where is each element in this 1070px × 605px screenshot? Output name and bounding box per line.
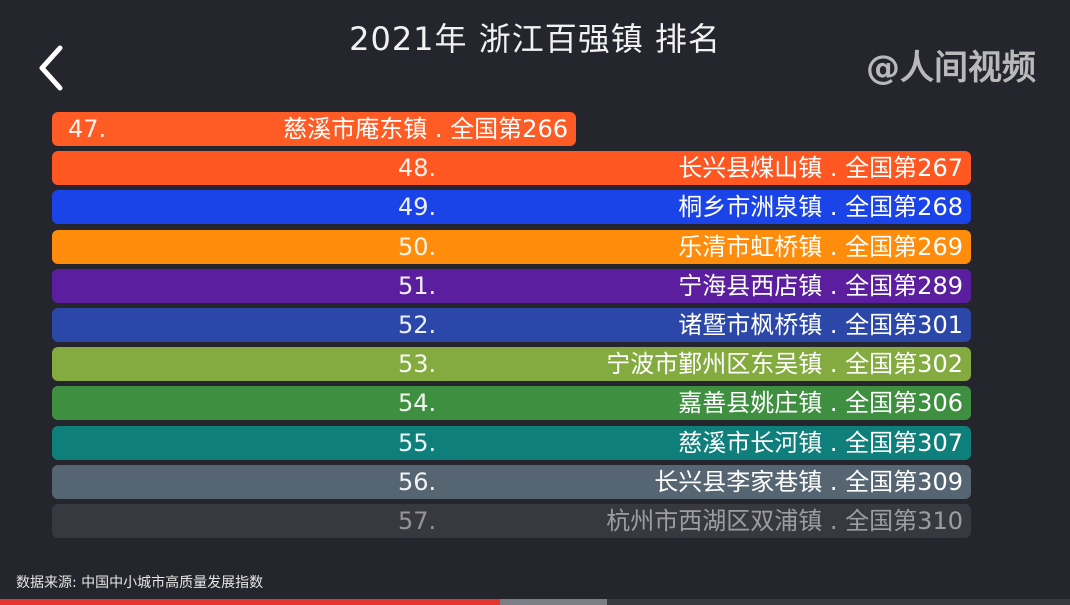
back-button[interactable] [30,40,76,96]
bar-55: 55. 慈溪市长河镇 . 全国第307 [52,426,971,460]
bar-town-label: 宁海县西店镇 . 全国第289 [678,272,963,300]
bar-rank-label: 57. [398,507,437,535]
bar-rank-label: 50. [398,233,437,261]
bar-town-label: 杭州市西湖区双浦镇 . 全国第310 [606,507,963,535]
bar-51: 51. 宁海县西店镇 . 全国第289 [52,269,971,303]
bar-rank-label: 48. [398,154,437,182]
bar-rank-label: 56. [398,468,437,496]
bar-50: 50. 乐清市虹桥镇 . 全国第269 [52,230,971,264]
bar-town-label: 嘉善县姚庄镇 . 全国第306 [678,389,963,417]
bar-town-label: 长兴县李家巷镇 . 全国第309 [654,468,963,496]
video-progress-bar[interactable] [0,599,1070,605]
bar-52: 52. 诸暨市枫桥镇 . 全国第301 [52,308,971,342]
bar-rank-label: 53. [398,350,437,378]
bar-53: 53. 宁波市鄞州区东吴镇 . 全国第302 [52,347,971,381]
bar-rank-label: 54. [398,389,437,417]
chart-title: 2021年 浙江百强镇 排名 [349,20,721,58]
bar-48: 48. 长兴县煤山镇 . 全国第267 [52,151,971,185]
bar-chart: 47. 慈溪市庵东镇 . 全国第266 48. 长兴县煤山镇 . 全国第267 49. 桐… [52,112,971,538]
bar-47: 47. 慈溪市庵东镇 . 全国第266 [52,112,576,146]
bar-rank-label: 52. [398,311,437,339]
bar-57: 57. 杭州市西湖区双浦镇 . 全国第310 [52,504,971,538]
bar-town-label: 诸暨市枫桥镇 . 全国第301 [678,311,963,339]
bar-54: 54. 嘉善县姚庄镇 . 全国第306 [52,386,971,420]
bar-town-label: 乐清市虹桥镇 . 全国第269 [678,233,963,261]
bar-rank-label: 49. [398,193,437,221]
source-note: 数据来源: 中国中小城市高质量发展指数 [16,575,264,591]
chevron-left-icon [39,45,63,91]
bar-town-label: 宁波市鄞州区东吴镇 . 全国第302 [606,350,963,378]
bar-town-label: 慈溪市庵东镇 . 全国第266 [283,115,568,143]
bar-rank-label: 47. [68,115,107,143]
bar-rank-label: 51. [398,272,437,300]
bar-town-label: 桐乡市洲泉镇 . 全国第268 [678,193,963,221]
bar-56: 56. 长兴县李家巷镇 . 全国第309 [52,465,971,499]
watermark: @人间视频 [866,48,1036,88]
bar-rank-label: 55. [398,429,437,457]
bar-town-label: 慈溪市长河镇 . 全国第307 [678,429,963,457]
bar-49: 49. 桐乡市洲泉镇 . 全国第268 [52,190,971,224]
video-progress-played [0,599,500,605]
bar-town-label: 长兴县煤山镇 . 全国第267 [678,154,963,182]
